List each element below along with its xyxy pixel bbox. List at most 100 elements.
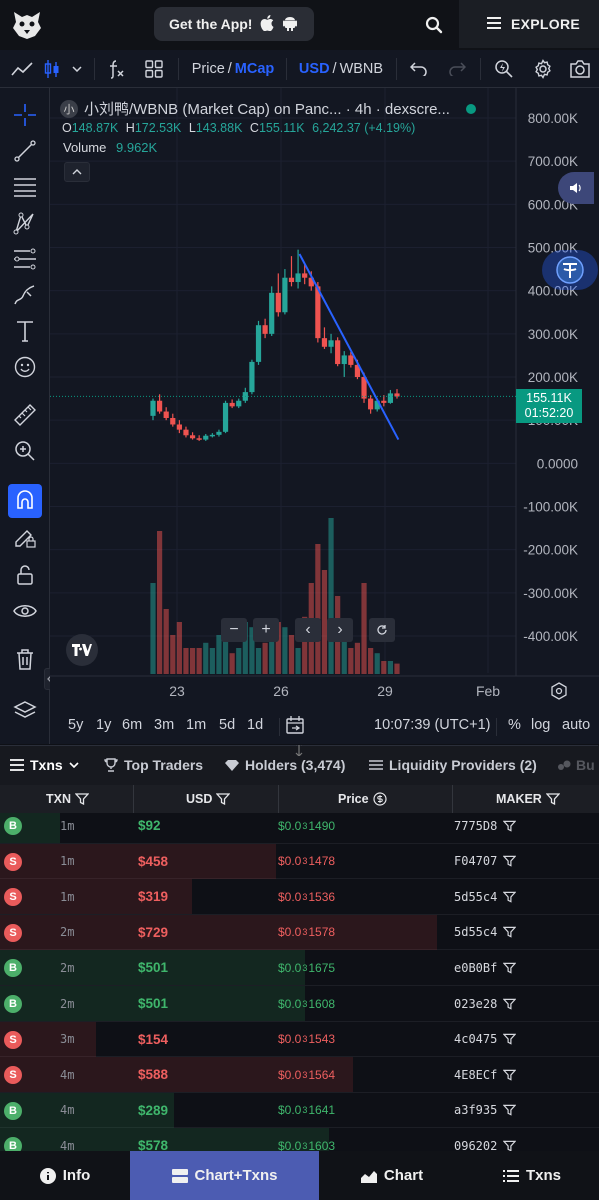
collapse-legend-button[interactable]: [64, 162, 90, 182]
tether-icon[interactable]: [542, 250, 598, 290]
percent-toggle[interactable]: %: [508, 717, 521, 733]
clock-label[interactable]: 10:07:39 (UTC+1): [374, 717, 491, 733]
volume-bar: [189, 648, 196, 674]
auto-toggle[interactable]: auto: [562, 717, 591, 733]
layouts-icon[interactable]: [140, 50, 168, 88]
nav-chart-txns[interactable]: Chart+Txns: [130, 1151, 319, 1200]
pattern-icon[interactable]: [8, 206, 42, 240]
range-5d[interactable]: 5d: [219, 717, 236, 733]
ruler-icon[interactable]: [8, 398, 42, 432]
trash-icon[interactable]: [8, 642, 42, 676]
get-app-button[interactable]: Get the App!: [154, 7, 314, 41]
range-1y[interactable]: 1y: [96, 717, 112, 733]
go-to-date-icon[interactable]: [286, 715, 306, 741]
tab-liquidity-providers[interactable]: Liquidity Providers (2): [369, 745, 537, 785]
range-5y[interactable]: 5y: [68, 717, 84, 733]
table-row[interactable]: B 1m $92 $0.0 3 1490 7775D8: [0, 813, 599, 844]
candle-body: [341, 355, 347, 365]
txn-maker[interactable]: F04707: [454, 844, 517, 879]
table-row[interactable]: S 2m $729 $0.0 3 1578 5d55c4: [0, 914, 599, 951]
explore-button[interactable]: EXPLORE: [459, 0, 599, 48]
price-prefix: $0.0: [278, 854, 302, 869]
sound-icon[interactable]: [558, 172, 594, 204]
usd-wbnb-toggle[interactable]: USD / WBNB: [298, 50, 384, 88]
txn-maker[interactable]: 4c0475: [454, 1022, 517, 1057]
price-prefix: $0.0: [278, 996, 302, 1011]
redo-icon[interactable]: [444, 50, 470, 88]
txn-maker[interactable]: 7775D8: [454, 813, 517, 843]
sell-badge: S: [4, 1030, 22, 1049]
candles-icon[interactable]: [38, 50, 66, 88]
dexscreener-logo[interactable]: [10, 8, 44, 42]
trend-line-icon[interactable]: [8, 134, 42, 168]
chart-settings-icon[interactable]: [550, 682, 568, 700]
tab-top-traders[interactable]: Top Traders: [104, 745, 203, 785]
txn-maker[interactable]: 4E8ECf: [454, 1057, 517, 1092]
scroll-left-button[interactable]: ‹: [295, 618, 321, 642]
scroll-right-button[interactable]: ›: [327, 618, 353, 642]
col-price[interactable]: Price: [338, 785, 387, 813]
zoom-in-button[interactable]: +: [253, 618, 279, 642]
table-row[interactable]: B 4m $578 $0.0 3 1603 096202: [0, 1128, 599, 1151]
reset-chart-button[interactable]: [369, 618, 395, 642]
get-app-label: Get the App!: [169, 16, 253, 32]
zoom-in-icon[interactable]: [8, 434, 42, 468]
lock-icon[interactable]: [8, 558, 42, 592]
tab-holders[interactable]: Holders (3,474): [225, 745, 345, 785]
emoji-icon[interactable]: [8, 350, 42, 384]
maker-address: e0B0Bf: [454, 960, 498, 975]
nav-chart[interactable]: Chart: [319, 1151, 465, 1200]
undo-icon[interactable]: [406, 50, 432, 88]
txn-maker[interactable]: a3f935: [454, 1093, 517, 1128]
price-mcap-toggle[interactable]: Price / MCap: [190, 50, 276, 88]
table-row[interactable]: S 1m $458 $0.0 3 1478 F04707: [0, 843, 599, 880]
text-icon[interactable]: [8, 314, 42, 348]
indicators-icon[interactable]: [103, 50, 131, 88]
chart-area[interactable]: 800.00K 700.00K 600.00K 500.00K 400.00K 300.0…: [50, 88, 599, 744]
magnet-icon[interactable]: [8, 484, 42, 518]
fib-retracement-icon[interactable]: [8, 170, 42, 204]
txn-maker[interactable]: 096202: [454, 1128, 517, 1151]
col-txn[interactable]: TXN: [46, 785, 89, 813]
log-toggle[interactable]: log: [531, 717, 551, 733]
tab-bubblemaps[interactable]: Bu: [557, 745, 595, 785]
gear-icon[interactable]: [529, 50, 557, 88]
nav-info[interactable]: Info: [0, 1151, 130, 1200]
table-row[interactable]: B 4m $289 $0.0 3 1641 a3f935: [0, 1092, 599, 1129]
quick-search-icon[interactable]: [490, 50, 518, 88]
range-1d[interactable]: 1d: [247, 717, 264, 733]
brush-icon[interactable]: [8, 278, 42, 312]
range-6m[interactable]: 6m: [122, 717, 143, 733]
range-3m[interactable]: 3m: [154, 717, 175, 733]
txn-maker[interactable]: 5d55c4: [454, 915, 517, 950]
candle-body: [170, 418, 176, 425]
tab-txns[interactable]: Txns: [10, 745, 79, 785]
txn-maker[interactable]: 023e28: [454, 986, 517, 1021]
camera-icon[interactable]: [566, 50, 594, 88]
search-icon[interactable]: [420, 12, 448, 38]
table-row[interactable]: S 3m $154 $0.0 3 1543 4c0475: [0, 1021, 599, 1058]
col-maker[interactable]: MAKER: [496, 785, 560, 813]
table-row[interactable]: S 4m $588 $0.0 3 1564 4E8ECf: [0, 1057, 599, 1093]
col-price-label: Price: [338, 792, 369, 806]
table-row[interactable]: B 2m $501 $0.0 3 1608 023e28: [0, 986, 599, 1022]
nav-txns[interactable]: Txns: [465, 1151, 599, 1200]
forecast-icon[interactable]: [8, 242, 42, 276]
txn-maker[interactable]: e0B0Bf: [454, 950, 517, 985]
chevron-down-icon[interactable]: [68, 50, 86, 88]
range-1m[interactable]: 1m: [186, 717, 207, 733]
candle-body: [249, 361, 255, 393]
tradingview-logo[interactable]: [66, 634, 98, 666]
col-usd[interactable]: USD: [186, 785, 231, 813]
line-chart-icon[interactable]: [8, 50, 36, 88]
object-tree-icon[interactable]: [8, 694, 42, 728]
candle-body: [295, 273, 301, 283]
table-row[interactable]: B 2m $501 $0.0 3 1675 e0B0Bf: [0, 950, 599, 986]
eye-icon[interactable]: [8, 594, 42, 628]
txn-maker[interactable]: 5d55c4: [454, 879, 517, 914]
table-row[interactable]: S 1m $319 $0.0 3 1536 5d55c4: [0, 879, 599, 915]
zoom-out-button[interactable]: −: [221, 618, 247, 642]
crosshair-icon[interactable]: [8, 98, 42, 132]
resize-handle-icon[interactable]: [289, 745, 309, 757]
edit-lock-icon[interactable]: [8, 520, 42, 554]
